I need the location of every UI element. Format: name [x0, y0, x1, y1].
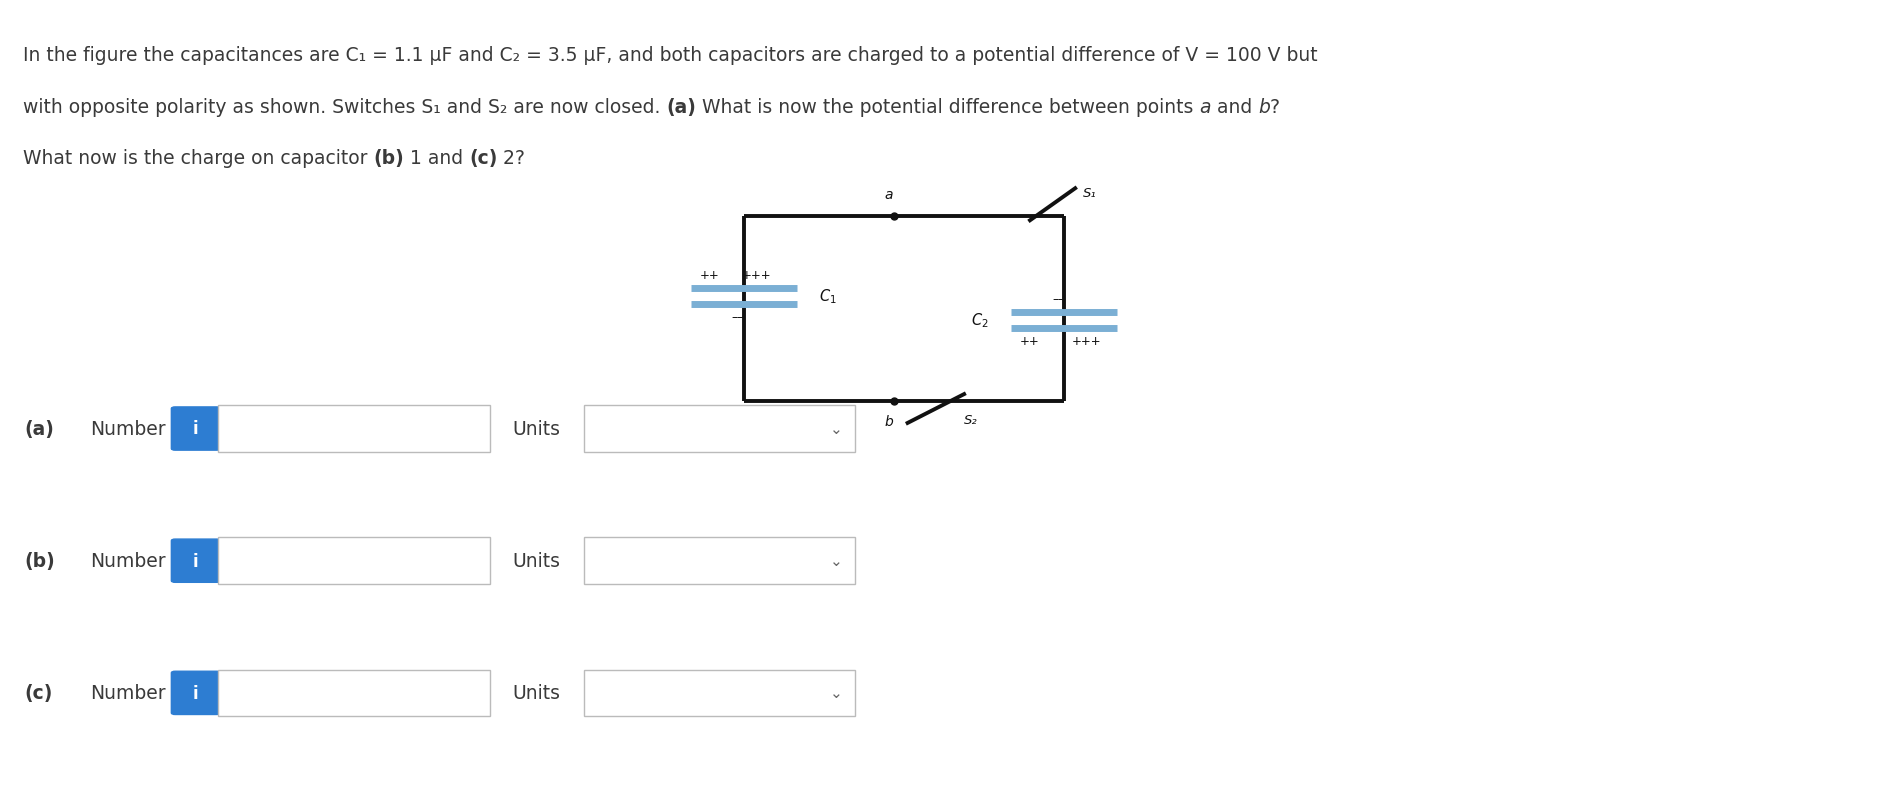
Text: S₂: S₂: [964, 414, 977, 427]
Text: 2?: 2?: [497, 149, 525, 168]
Text: (a): (a): [24, 420, 55, 439]
Text: Number: Number: [90, 420, 166, 439]
Text: b: b: [1257, 98, 1268, 117]
Text: and: and: [1210, 98, 1257, 117]
FancyBboxPatch shape: [218, 537, 489, 584]
Text: ––: ––: [732, 311, 743, 324]
FancyBboxPatch shape: [583, 405, 854, 452]
Text: a: a: [885, 188, 892, 202]
Text: ?: ?: [1268, 98, 1280, 117]
Text: ⌄: ⌄: [830, 422, 841, 437]
Text: b: b: [885, 415, 892, 429]
Text: ⌄: ⌄: [830, 554, 841, 569]
Text: ––: ––: [1052, 293, 1063, 306]
FancyBboxPatch shape: [583, 537, 854, 584]
FancyBboxPatch shape: [171, 539, 220, 582]
Text: ++: ++: [700, 269, 719, 282]
Text: $C_2$: $C_2$: [971, 311, 988, 330]
Text: i: i: [194, 421, 198, 438]
Text: 1 and: 1 and: [403, 149, 469, 168]
Text: S₁: S₁: [1082, 187, 1095, 200]
Text: (b): (b): [24, 552, 55, 571]
FancyBboxPatch shape: [218, 405, 489, 452]
Text: +++: +++: [742, 269, 772, 282]
Text: What is now the potential difference between points: What is now the potential difference bet…: [696, 98, 1199, 117]
Text: Units: Units: [512, 552, 559, 571]
Text: $C_1$: $C_1$: [819, 287, 836, 306]
FancyBboxPatch shape: [171, 671, 220, 714]
Text: In the figure the capacitances are C₁ = 1.1 μF and C₂ = 3.5 μF, and both capacit: In the figure the capacitances are C₁ = …: [23, 46, 1317, 66]
Text: (c): (c): [469, 149, 497, 168]
Text: i: i: [194, 553, 198, 570]
FancyBboxPatch shape: [583, 670, 854, 716]
Text: Units: Units: [512, 684, 559, 703]
Text: +++: +++: [1071, 335, 1101, 348]
Text: Number: Number: [90, 684, 166, 703]
Text: (b): (b): [373, 149, 403, 168]
Text: with opposite polarity as shown. Switches S₁ and S₂ are now closed.: with opposite polarity as shown. Switche…: [23, 98, 666, 117]
Text: Units: Units: [512, 420, 559, 439]
Text: a: a: [1199, 98, 1210, 117]
Text: Number: Number: [90, 552, 166, 571]
FancyBboxPatch shape: [171, 407, 220, 450]
Text: ++: ++: [1020, 335, 1039, 348]
FancyBboxPatch shape: [218, 670, 489, 716]
Text: (c): (c): [24, 684, 53, 703]
Text: What now is the charge on capacitor: What now is the charge on capacitor: [23, 149, 373, 168]
Text: (a): (a): [666, 98, 696, 117]
Text: ⌄: ⌄: [830, 686, 841, 701]
Text: i: i: [194, 685, 198, 702]
